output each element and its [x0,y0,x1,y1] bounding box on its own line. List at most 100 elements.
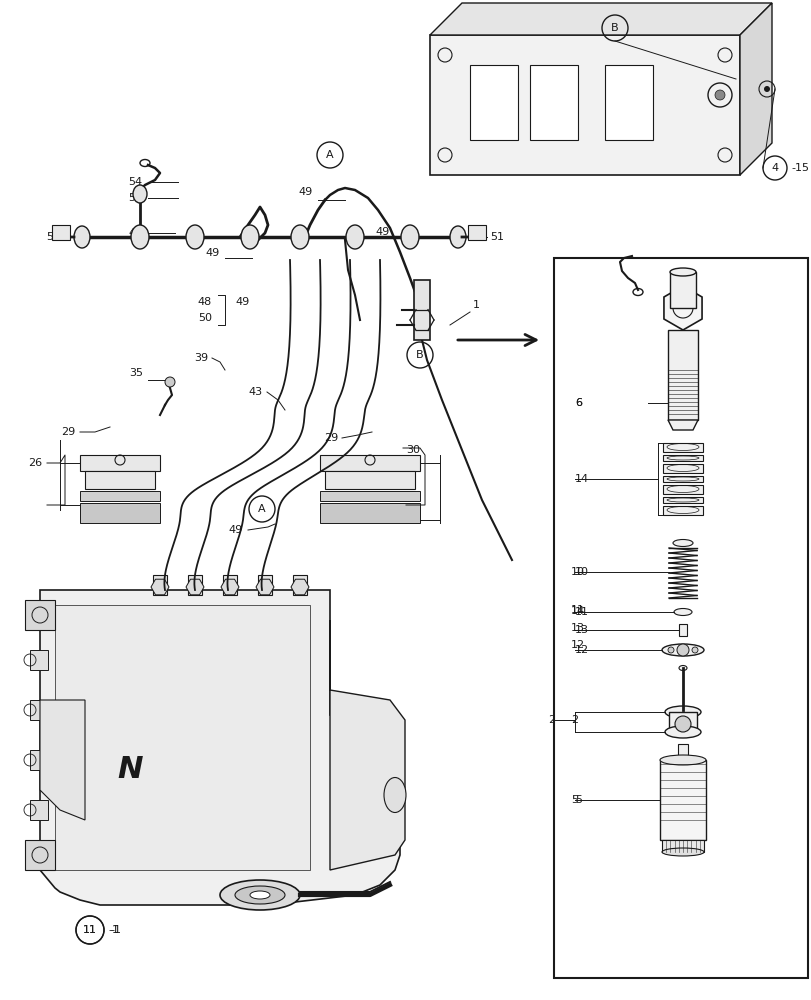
Text: 43: 43 [248,387,263,397]
Text: 13: 13 [574,625,588,635]
Bar [258,575,272,595]
Ellipse shape [673,608,691,615]
Ellipse shape [672,540,692,546]
Bar [30,750,48,770]
Text: 35: 35 [129,368,143,378]
Bar [320,455,419,471]
Ellipse shape [186,225,204,249]
Ellipse shape [131,225,148,249]
Ellipse shape [345,225,363,249]
Text: 54: 54 [127,177,142,187]
Bar [661,840,703,852]
Bar [30,650,48,670]
Bar [663,485,702,494]
Circle shape [691,647,697,653]
Text: 49: 49 [129,228,143,238]
Text: -1: -1 [108,925,119,935]
Ellipse shape [133,185,147,203]
Circle shape [674,716,690,732]
Text: 14: 14 [570,606,585,616]
Text: N: N [117,755,143,784]
Text: 12: 12 [574,645,589,655]
Text: 5: 5 [574,795,581,805]
Ellipse shape [661,848,703,856]
Text: 29: 29 [61,427,75,437]
Text: 55: 55 [128,193,142,203]
Bar [663,443,702,452]
Polygon shape [739,3,771,175]
Ellipse shape [664,706,700,718]
Text: -15: -15 [790,163,808,173]
Bar [30,700,48,720]
Text: B: B [416,350,423,360]
Bar [467,225,486,240]
Text: 1: 1 [473,300,479,310]
Bar [678,624,686,636]
Bar [430,35,739,175]
Circle shape [763,86,769,92]
Bar [85,471,155,489]
Ellipse shape [661,644,703,656]
Circle shape [165,377,175,387]
Ellipse shape [74,226,90,248]
Ellipse shape [659,755,705,765]
Bar [414,280,430,340]
Text: 49: 49 [235,297,250,307]
Bar [663,506,702,515]
Polygon shape [290,579,309,595]
Text: 48: 48 [198,297,212,307]
Bar [553,258,807,978]
Bar [152,575,167,595]
Text: 10: 10 [570,567,584,577]
Text: 10: 10 [574,567,588,577]
Bar [663,464,702,473]
Ellipse shape [401,225,418,249]
Polygon shape [667,420,697,430]
Text: 2: 2 [570,715,577,725]
Circle shape [714,90,724,100]
Text: 13: 13 [570,623,584,633]
Polygon shape [255,579,273,595]
Text: A: A [326,150,333,160]
Bar [80,455,160,471]
Text: 11: 11 [570,605,584,615]
Circle shape [667,647,673,653]
Text: 39: 39 [194,353,208,363]
Text: 11: 11 [83,925,97,935]
Text: 11: 11 [83,925,97,935]
Bar [663,455,702,461]
Ellipse shape [290,225,309,249]
Bar [188,575,202,595]
Text: 30: 30 [406,445,419,455]
Bar [663,497,702,503]
Ellipse shape [678,666,686,670]
Ellipse shape [449,226,466,248]
Polygon shape [329,620,405,870]
Text: 14: 14 [574,474,589,484]
Text: A: A [258,504,265,514]
Bar [604,65,652,140]
Text: B: B [611,23,618,33]
Bar [52,225,70,240]
Text: 49: 49 [298,187,312,197]
Bar [530,65,577,140]
Polygon shape [151,579,169,595]
Text: 4: 4 [770,163,778,173]
Bar [320,491,419,501]
Text: -1: -1 [109,925,121,935]
Text: 49: 49 [205,248,220,258]
Bar [669,272,695,308]
Ellipse shape [234,886,285,904]
Text: 6: 6 [574,398,581,408]
Circle shape [676,644,689,656]
Bar [293,575,307,595]
Polygon shape [40,590,400,905]
Text: 49: 49 [375,227,389,237]
Bar [659,760,705,840]
Bar [223,575,237,595]
Text: 51: 51 [46,232,60,242]
Ellipse shape [669,268,695,276]
Text: 2: 2 [547,715,554,725]
Bar [30,800,48,820]
Text: 11: 11 [574,607,588,617]
